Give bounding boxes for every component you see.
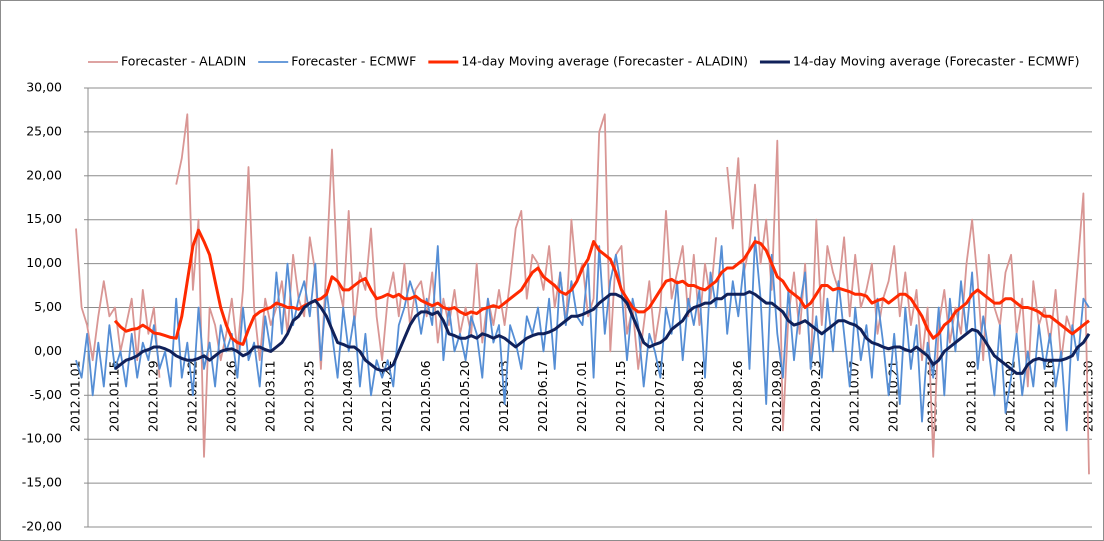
series-line [114, 290, 1091, 375]
legend-label: 14-day Moving average (Forecaster - ALAD… [461, 54, 748, 69]
series-line [113, 228, 1090, 346]
x-tick-label: 2012.07.01 [574, 360, 589, 432]
x-tick-label: 2012.06.17 [535, 360, 550, 432]
legend-label: Forecaster - ECMWF [291, 54, 416, 69]
x-tick-label: 2012.09.23 [808, 360, 823, 432]
x-tick-label: 2012.07.15 [613, 360, 628, 432]
x-tick-label: 2012.11.18 [964, 360, 979, 432]
x-tick-label: 2012.12.02 [1003, 360, 1018, 432]
x-tick-label: 2012.07.29 [652, 360, 667, 432]
x-tick-label: 2012.01.29 [145, 360, 160, 432]
x-tick-label: 2012.03.11 [262, 360, 277, 432]
series-line [75, 236, 1090, 432]
legend-label: 14-day Moving average (Forecaster - ECMW… [793, 54, 1080, 69]
y-tick-label: -20,00 [22, 519, 62, 534]
x-tick-label: 2012.08.12 [691, 360, 706, 432]
y-tick-label: 5,00 [34, 299, 62, 314]
y-tick-label: 0,00 [34, 343, 62, 358]
x-tick-label: 2012.05.20 [457, 360, 472, 432]
plot-area: 2012.01.01 2012.01.15 2012.01.29 2012.02.12… [68, 113, 1096, 475]
x-tick-label: 2012.05.06 [418, 360, 433, 432]
y-tick-label: 25,00 [26, 123, 62, 138]
legend: Forecaster - ALADIN Forecaster - ECMWF 14-… [88, 54, 1080, 69]
y-tick-label: -15,00 [22, 475, 62, 490]
x-tick-label: 2012.12.16 [1042, 360, 1057, 432]
grid: -20,00 -15,00 -10,00 -5,00 0,00 5,00 10,00 15,0… [22, 80, 1092, 534]
y-tick-label: 10,00 [26, 255, 62, 270]
y-tick-label: -10,00 [22, 431, 62, 446]
x-tick-label: 2012.04.22 [379, 360, 394, 432]
y-tick-label: 20,00 [26, 167, 62, 182]
x-tick-label: 2012.01.01 [68, 360, 83, 432]
x-tick-label: 2012.02.12 [184, 360, 199, 432]
series-line [75, 113, 1090, 475]
x-tick-label: 2012.08.26 [730, 360, 745, 432]
legend-label: Forecaster - ALADIN [121, 54, 246, 69]
x-tick-label: 2012.01.15 [106, 360, 121, 432]
x-tick-label: 2012.02.26 [223, 360, 238, 432]
y-tick-label: 30,00 [26, 80, 62, 95]
x-tick-label: 2012.04.08 [340, 360, 355, 432]
x-tick-label: 2012.10.07 [847, 360, 862, 432]
x-tick-label: 2012.09.09 [769, 360, 784, 432]
x-tick-label: 2012.03.25 [301, 360, 316, 432]
y-tick-label: 15,00 [26, 211, 62, 226]
y-tick-label: -5,00 [30, 387, 62, 402]
